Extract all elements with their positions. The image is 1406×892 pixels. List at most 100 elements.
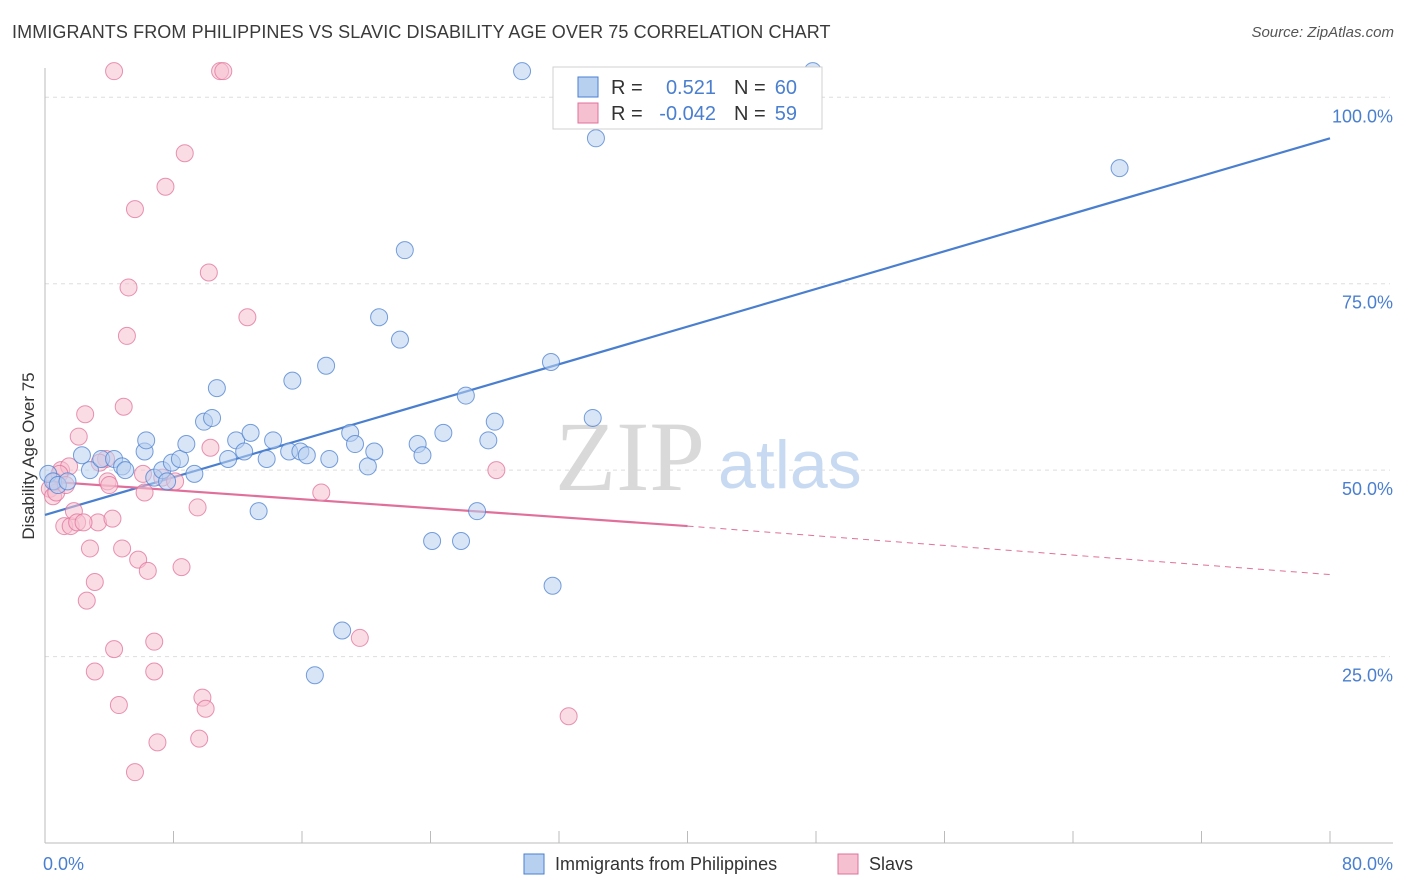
point-philippines-11 [137, 431, 156, 450]
point-slavs-21 [105, 62, 124, 81]
point-philippines-42 [390, 330, 409, 349]
point-philippines-30 [283, 371, 302, 390]
data-points [39, 62, 1129, 782]
point-slavs-23 [113, 539, 132, 558]
point-slavs-53 [559, 707, 578, 726]
point-philippines-22 [219, 449, 238, 468]
point-philippines-24 [235, 442, 254, 461]
point-philippines-21 [207, 379, 226, 398]
point-philippines-15 [158, 472, 177, 491]
gridlines [45, 96, 1390, 658]
point-philippines-5 [80, 461, 99, 480]
point-philippines-52 [485, 412, 504, 431]
point-slavs-51 [350, 628, 369, 647]
y-tick-label-25: 25.0% [1342, 666, 1393, 686]
axes [44, 68, 1393, 844]
point-slavs-9 [69, 427, 88, 446]
point-slavs-10 [76, 405, 95, 424]
point-slavs-13 [85, 573, 104, 591]
point-slavs-24 [114, 397, 133, 416]
point-philippines-35 [320, 449, 339, 468]
trend-line-slavs-extension [687, 525, 1331, 576]
point-philippines-57 [586, 129, 605, 148]
point-slavs-22 [109, 696, 128, 715]
point-philippines-28 [264, 431, 283, 450]
point-slavs-11 [77, 591, 96, 610]
legend-n-value-1: 60 [775, 77, 797, 99]
x-tick-label-max: 80.0% [1342, 854, 1393, 874]
point-philippines-51 [479, 431, 498, 450]
bottom-legend-label-philippines: Immigrants from Philippines [555, 854, 777, 874]
bottom-legend-label-slavs: Slavs [869, 854, 913, 874]
point-philippines-50 [468, 502, 487, 521]
point-slavs-19 [103, 509, 122, 528]
point-slavs-34 [145, 662, 164, 681]
tick-labels: 25.0% 50.0% 75.0% 100.0% 0.0% 80.0% [43, 106, 1393, 874]
bottom-legend-swatch-slavs [837, 853, 859, 875]
point-slavs-28 [125, 200, 144, 219]
point-philippines-4 [72, 446, 91, 465]
point-philippines-32 [297, 446, 316, 465]
point-philippines-39 [358, 457, 377, 476]
legend-n-label-2: N = [734, 103, 766, 125]
point-philippines-25 [241, 423, 260, 442]
point-slavs-32 [138, 561, 157, 580]
point-philippines-20 [203, 408, 222, 427]
point-slavs-27 [125, 763, 144, 782]
point-philippines-43 [395, 241, 414, 260]
point-philippines-34 [317, 356, 336, 375]
y-tick-label-100: 100.0% [1332, 106, 1393, 126]
point-philippines-16 [170, 449, 189, 468]
watermark: ZIP atlas [555, 401, 862, 512]
point-slavs-50 [312, 483, 331, 502]
point-slavs-44 [196, 699, 215, 718]
point-philippines-47 [434, 423, 453, 442]
point-slavs-12 [80, 539, 99, 558]
chart-source: Source: ZipAtlas.com [1251, 24, 1394, 41]
point-slavs-37 [156, 177, 175, 196]
point-slavs-35 [148, 733, 167, 752]
point-philippines-38 [346, 435, 365, 454]
legend-r-value-1: 0.521 [666, 77, 716, 99]
point-slavs-18 [100, 476, 119, 495]
point-philippines-26 [249, 502, 268, 521]
point-slavs-39 [172, 558, 191, 577]
point-slavs-25 [117, 326, 136, 345]
point-slavs-52 [487, 461, 506, 480]
legend-n-label-1: N = [734, 77, 766, 99]
bottom-legend-swatch-philippines [523, 853, 545, 875]
point-philippines-54 [541, 353, 560, 372]
point-slavs-20 [105, 640, 124, 659]
point-slavs-46 [201, 438, 220, 457]
point-philippines-59 [1110, 159, 1129, 178]
point-slavs-41 [188, 498, 207, 517]
point-slavs-14 [85, 662, 104, 681]
point-slavs-33 [145, 632, 164, 651]
legend-r-label-2: R = [611, 103, 643, 125]
legend-swatch-slavs [577, 102, 599, 124]
point-slavs-42 [190, 729, 209, 748]
point-philippines-41 [370, 308, 389, 327]
y-tick-label-75: 75.0% [1342, 293, 1393, 313]
correlation-legend: R = 0.521 N = 60 R = -0.042 N = 59 [552, 66, 823, 130]
x-tick-label-min: 0.0% [43, 854, 84, 874]
point-slavs-49 [238, 308, 257, 327]
point-philippines-40 [365, 442, 384, 461]
series-legend: Immigrants from Philippines Slavs [523, 853, 913, 875]
legend-n-value-2: 59 [775, 103, 797, 125]
point-philippines-45 [413, 446, 432, 465]
point-philippines-46 [423, 531, 442, 550]
point-philippines-9 [116, 461, 135, 480]
legend-r-value-2: -0.042 [659, 103, 716, 125]
point-philippines-55 [543, 576, 562, 595]
point-slavs-26 [119, 278, 138, 297]
point-slavs-31 [135, 483, 154, 502]
trend-line-philippines [44, 137, 1331, 516]
y-axis-title: Disability Age Over 75 [19, 372, 38, 539]
point-philippines-18 [185, 464, 204, 483]
point-philippines-48 [452, 531, 471, 550]
point-slavs-45 [199, 263, 218, 282]
point-slavs-57 [74, 513, 93, 532]
point-philippines-27 [257, 449, 276, 468]
